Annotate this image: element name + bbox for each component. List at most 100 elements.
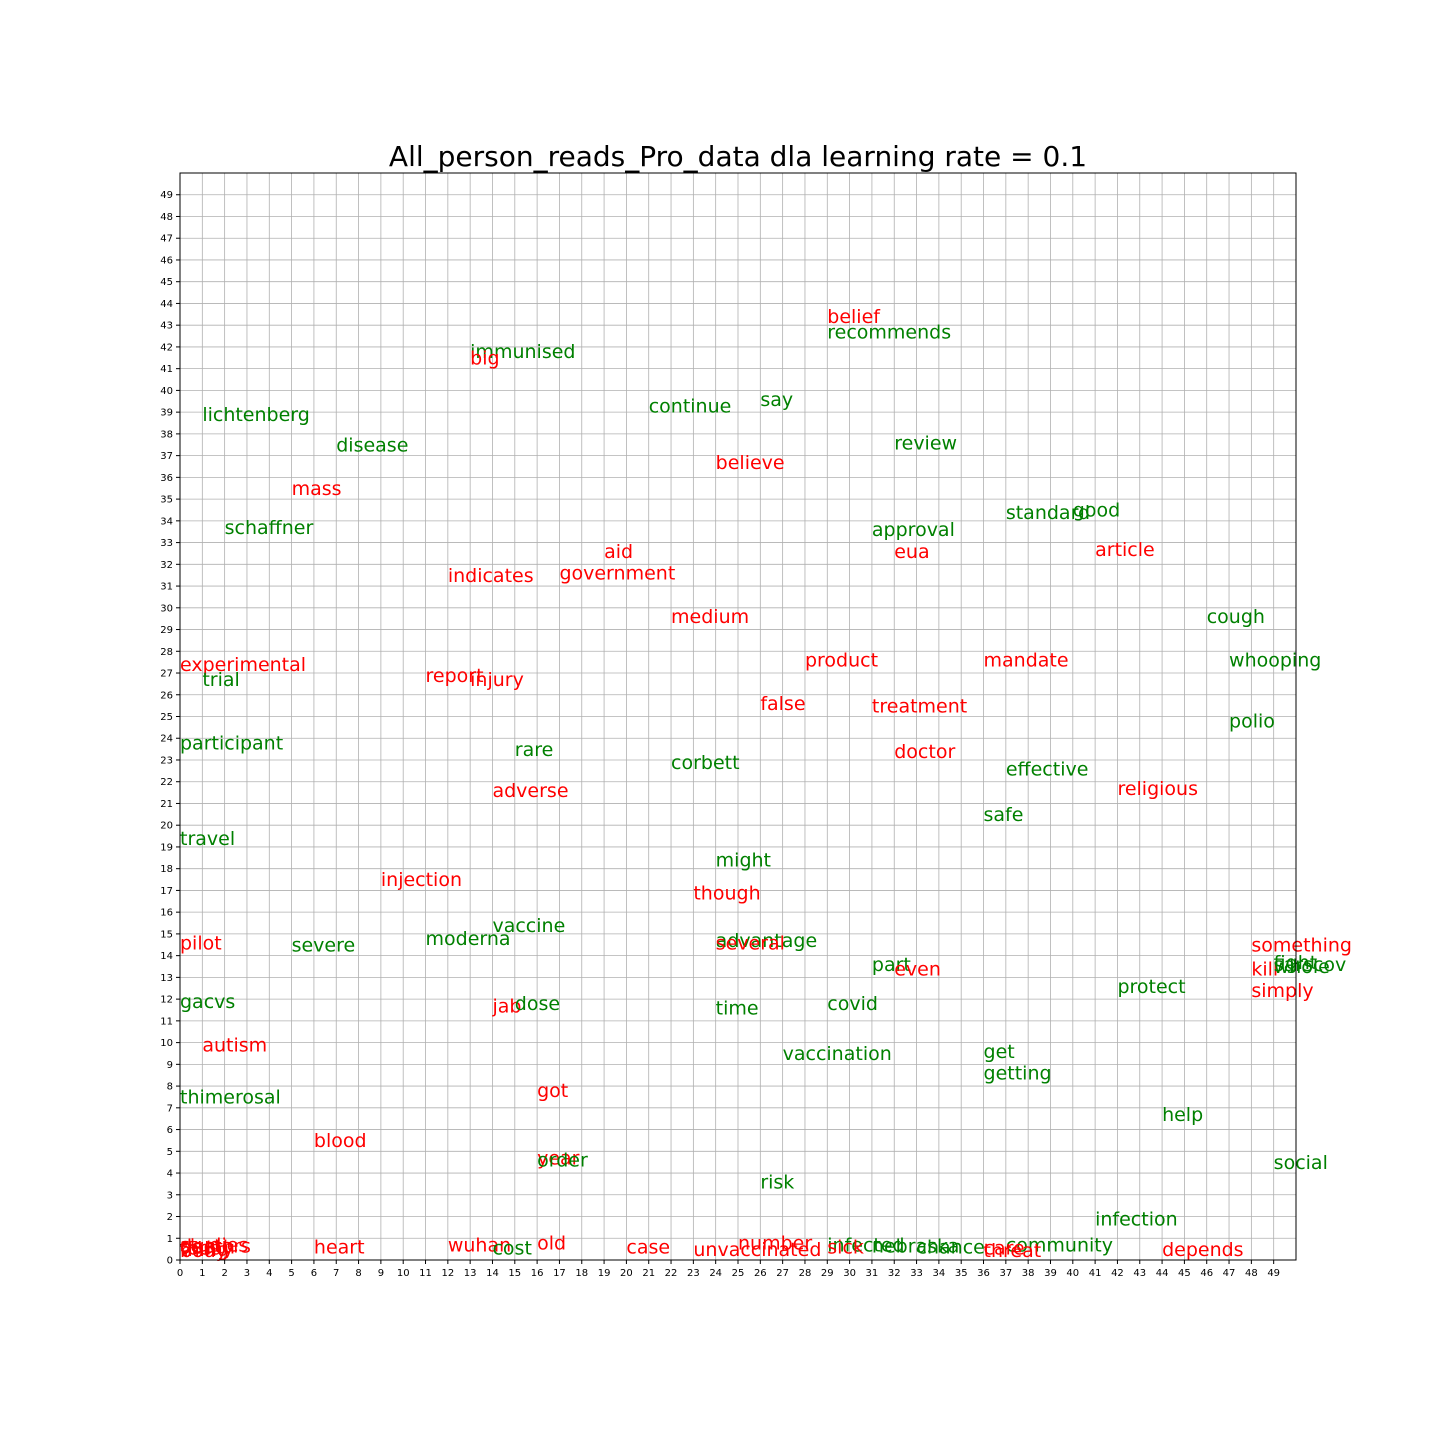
word-label-heart: heart (314, 1237, 365, 1259)
word-label-doctor: doctor (894, 741, 955, 763)
word-label-recommends: recommends (827, 321, 951, 343)
y-tick-label: 0 (167, 1256, 173, 1267)
y-tick-label: 26 (160, 690, 173, 701)
word-label-social: social (1274, 1152, 1328, 1174)
x-tick-label: 12 (441, 1268, 454, 1279)
y-tick-label: 44 (160, 299, 173, 310)
word-label-depends: depends (1162, 1239, 1244, 1261)
x-tick-label: 34 (933, 1268, 946, 1279)
x-tick-label: 28 (799, 1268, 812, 1279)
word-label-severe: severe (292, 934, 356, 956)
x-tick-label: 17 (553, 1268, 566, 1279)
y-tick-label: 49 (160, 190, 173, 201)
x-tick-label: 39 (1044, 1268, 1057, 1279)
word-label-eua: eua (894, 541, 929, 563)
word-label-experimental: experimental (180, 654, 306, 676)
word-label-treatment: treatment (872, 695, 967, 717)
word-label-continue: continue (649, 395, 732, 417)
word-label-big: big (470, 347, 499, 369)
x-tick-label: 15 (508, 1268, 521, 1279)
y-tick-label: 36 (160, 473, 173, 484)
x-tick-label: 23 (687, 1268, 700, 1279)
word-label-though: though (693, 882, 760, 904)
y-tick-label: 11 (160, 1016, 173, 1027)
word-label-belief: belief (827, 306, 881, 328)
y-tick-label: 38 (160, 429, 173, 440)
word-label-report: report (426, 665, 484, 687)
x-tick-label: 19 (598, 1268, 611, 1279)
word-label-cost: cost (492, 1238, 531, 1260)
x-tick-label: 29 (821, 1268, 834, 1279)
word-label-corbett: corbett (671, 752, 740, 774)
word-label-cough: cough (1207, 606, 1265, 628)
x-tick-label: 37 (999, 1268, 1012, 1279)
y-tick-label: 31 (160, 582, 173, 593)
word-label-article: article (1095, 539, 1155, 561)
word-label-thimerosal: thimerosal (180, 1087, 281, 1109)
x-tick-label: 25 (732, 1268, 745, 1279)
y-tick-label: 39 (160, 408, 173, 419)
y-tick-label: 16 (160, 908, 173, 919)
word-label-number: number (738, 1232, 812, 1254)
word-label-medium: medium (671, 606, 749, 628)
word-label-autism: autism (202, 1034, 267, 1056)
word-label-part: part (872, 954, 911, 976)
y-tick-label: 13 (160, 973, 173, 984)
chart-title: All_person_reads_Pro_data dla learning r… (389, 140, 1087, 173)
word-label-doctors: doctors (180, 1236, 251, 1258)
word-label-nebraska: nebraska (872, 1236, 959, 1258)
y-tick-label: 37 (160, 451, 173, 462)
word-label-fight: fight (1274, 952, 1318, 974)
y-tick-label: 9 (167, 1060, 173, 1071)
word-label-got: got (537, 1080, 568, 1102)
word-label-injury: injury (470, 669, 524, 691)
word-label-protect: protect (1117, 976, 1185, 998)
word-label-moderna: moderna (426, 928, 511, 950)
x-tick-label: 44 (1156, 1268, 1169, 1279)
y-tick-label: 27 (160, 669, 173, 680)
word-label-chance: chance (917, 1237, 985, 1259)
word-label-something: something (1251, 934, 1352, 956)
y-tick-label: 12 (160, 995, 173, 1006)
x-tick-label: 7 (333, 1268, 339, 1279)
word-label-studies: studies (180, 1234, 248, 1256)
x-tick-label: 16 (531, 1268, 544, 1279)
x-tick-label: 27 (776, 1268, 789, 1279)
word-label-approval: approval (872, 519, 955, 541)
x-tick-label: 22 (665, 1268, 678, 1279)
word-label-community: community (1006, 1234, 1113, 1256)
x-tick-label: 18 (575, 1268, 588, 1279)
y-tick-label: 45 (160, 277, 173, 288)
y-tick-label: 32 (160, 560, 173, 571)
x-tick-label: 43 (1133, 1268, 1146, 1279)
word-label-old: old (537, 1232, 566, 1254)
x-tick-label: 48 (1245, 1268, 1258, 1279)
word-label-vaccine: vaccine (492, 915, 565, 937)
word-label-advantage: advantage (716, 930, 817, 952)
word-label-care: care (984, 1238, 1025, 1260)
x-tick-label: 8 (355, 1268, 361, 1279)
y-tick-label: 46 (160, 255, 173, 266)
word-label-dose: dose (515, 993, 560, 1015)
plot-frame (179, 172, 1297, 1261)
y-tick-label: 41 (160, 364, 173, 375)
x-tick-label: 24 (709, 1268, 722, 1279)
word-label-schaffner: schaffner (225, 517, 314, 539)
word-label-simply: simply (1251, 980, 1313, 1002)
word-label-case: case (626, 1237, 670, 1259)
y-tick-label: 34 (160, 516, 173, 527)
x-tick-label: 26 (754, 1268, 767, 1279)
y-tick-label: 5 (167, 1147, 173, 1158)
y-tick-label: 4 (167, 1169, 173, 1180)
x-tick-label: 49 (1267, 1268, 1280, 1279)
x-tick-label: 14 (486, 1268, 499, 1279)
word-label-sick: sick (827, 1237, 864, 1259)
y-tick-label: 14 (160, 951, 173, 962)
word-label-several: several (716, 932, 785, 954)
y-tick-label: 29 (160, 625, 173, 636)
x-tick-label: 38 (1022, 1268, 1035, 1279)
word-label-risk: risk (760, 1171, 794, 1193)
x-tick-label: 32 (888, 1268, 901, 1279)
